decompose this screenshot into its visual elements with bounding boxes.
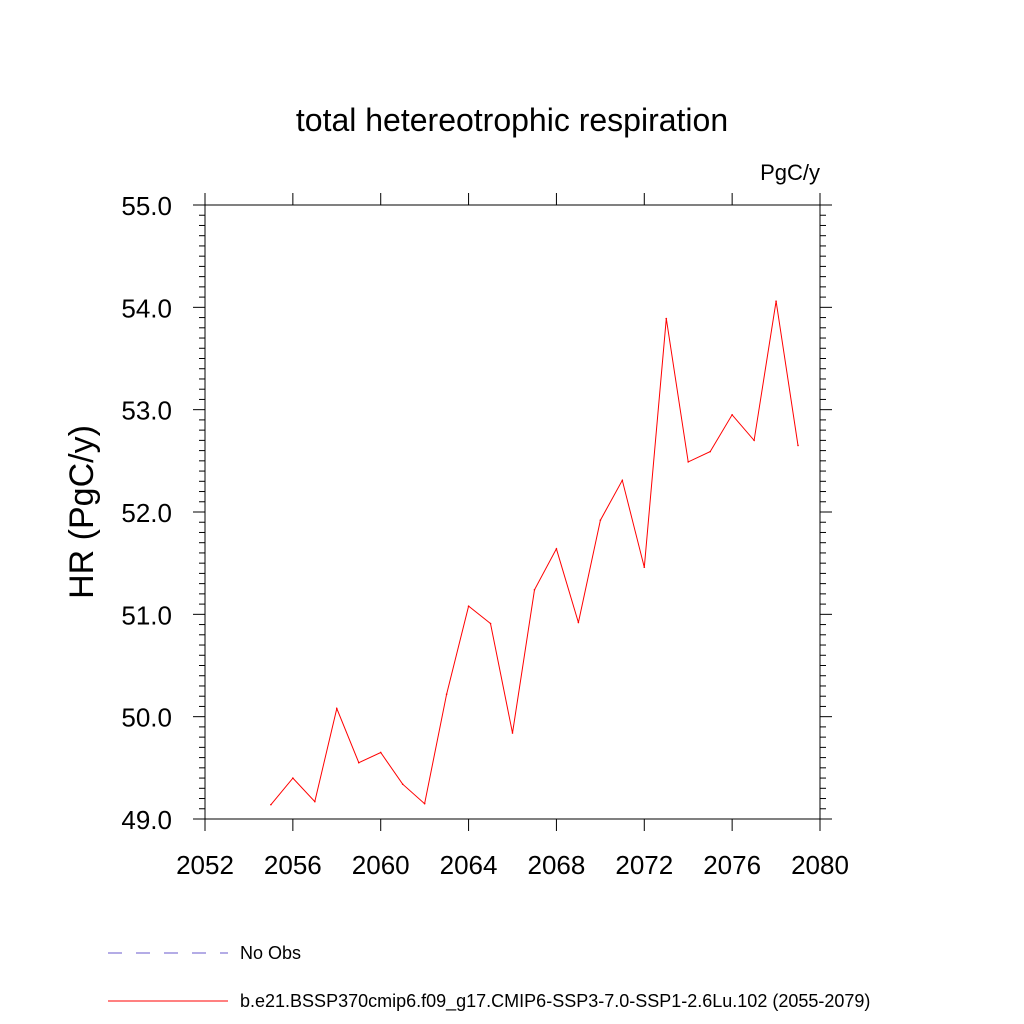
series-line [270, 301, 799, 806]
data-point [511, 732, 514, 734]
data-point [709, 450, 711, 453]
data-point [753, 439, 755, 442]
x-tick-label: 2056 [264, 850, 322, 880]
y-tick-labels: 49.0 50.0 51.0 52.0 53.0 54.0 55.0 [121, 191, 172, 835]
data-point [379, 751, 382, 754]
data-point [643, 566, 646, 569]
data-point [775, 300, 777, 302]
y-tick-label: 51.0 [121, 600, 172, 630]
data-point [467, 605, 470, 607]
data-point [335, 707, 338, 710]
y-tick-label: 52.0 [121, 498, 172, 528]
data-point [555, 548, 558, 550]
legend-label-model: b.e21.BSSP370cmip6.f09_g17.CMIP6-SSP3-7.… [240, 991, 870, 1012]
x-tick-label: 2080 [791, 850, 849, 880]
data-point [621, 479, 624, 482]
series-layer [270, 300, 799, 806]
y-tick-label: 54.0 [121, 293, 172, 323]
units-label: PgC/y [760, 160, 820, 185]
data-point [401, 783, 404, 786]
y-tick-label: 53.0 [121, 396, 172, 426]
data-point [797, 444, 799, 447]
x-tick-labels: 2052 2056 2060 2064 2068 2072 2076 2080 [176, 850, 849, 880]
data-point [270, 803, 272, 806]
data-point [423, 802, 426, 805]
data-point [665, 317, 668, 320]
data-point [292, 777, 294, 779]
x-tick-label: 2060 [352, 850, 410, 880]
data-point [533, 588, 536, 591]
data-point [577, 621, 580, 624]
legend-label-no-obs: No Obs [240, 943, 301, 963]
legend: No Obs b.e21.BSSP370cmip6.f09_g17.CMIP6-… [108, 943, 870, 1012]
data-point [687, 461, 690, 463]
y-tick-label: 50.0 [121, 703, 172, 733]
x-tick-label: 2052 [176, 850, 234, 880]
data-point [599, 519, 602, 521]
x-tick-label: 2076 [703, 850, 761, 880]
y-tick-label: 55.0 [121, 191, 172, 221]
data-point [489, 622, 492, 625]
x-tick-label: 2064 [440, 850, 498, 880]
data-point [314, 800, 316, 803]
x-tick-label: 2072 [615, 850, 673, 880]
data-point [445, 693, 448, 695]
plot-frame [204, 204, 821, 820]
axis-ticks [193, 193, 832, 831]
x-tick-label: 2068 [528, 850, 586, 880]
y-tick-label: 49.0 [121, 805, 172, 835]
chart-title: total hetereotrophic respiration [296, 102, 728, 138]
y-axis-label: HR (PgC/y) [63, 425, 101, 599]
data-point [731, 413, 733, 416]
data-point [357, 761, 360, 764]
